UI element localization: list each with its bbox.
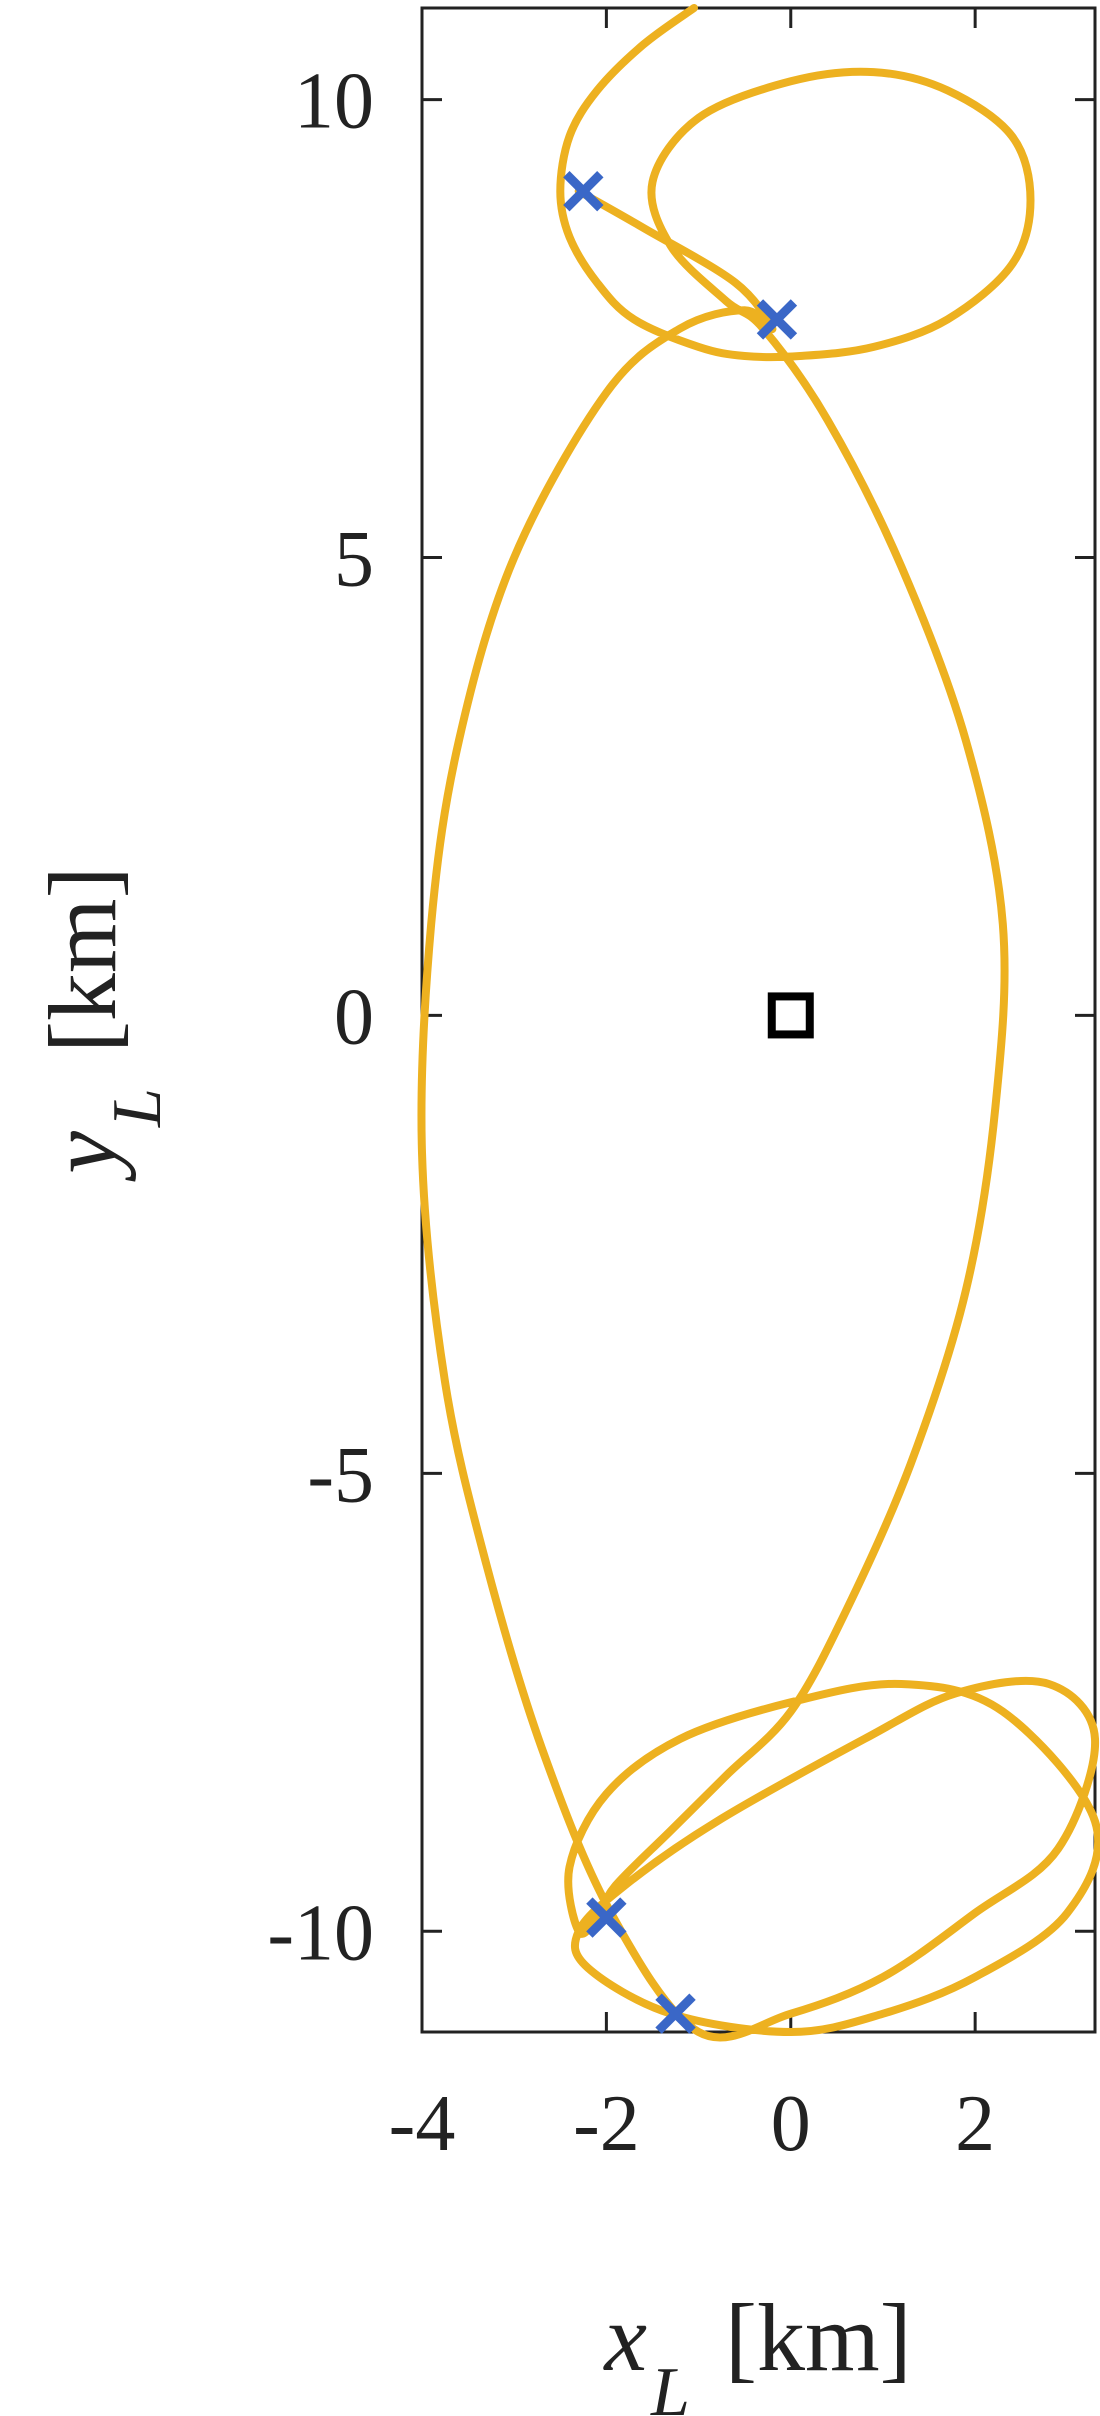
y-tick-label: -5: [307, 1431, 374, 1519]
x-axis-label: xL[km]: [602, 2284, 911, 2416]
trajectory-line: [417, 4, 1100, 2042]
x-tick-label: 2: [955, 2080, 995, 2168]
x-axis-ticks: -4 -2 0 2: [389, 8, 995, 2168]
x-tick-label: -2: [573, 2080, 640, 2168]
series-layer: [417, 4, 1100, 2042]
y-tick-label: 10: [294, 58, 374, 146]
marker-layer: [563, 170, 814, 2034]
y-axis-label: yL[km]: [29, 866, 176, 1182]
y-tick-label: 0: [334, 973, 374, 1061]
x-marker: [586, 1897, 627, 1938]
x-tick-label: 0: [771, 2080, 811, 2168]
y-tick-label: 5: [334, 516, 374, 604]
x-marker: [756, 299, 798, 340]
x-marker: [655, 1993, 696, 2034]
square-marker: [767, 992, 814, 1039]
x-marker: [563, 170, 604, 212]
y-axis-ticks: -10 -5 0 5 10: [267, 58, 1095, 1977]
x-tick-label: -4: [389, 2080, 456, 2168]
y-tick-label: -10: [267, 1889, 374, 1977]
